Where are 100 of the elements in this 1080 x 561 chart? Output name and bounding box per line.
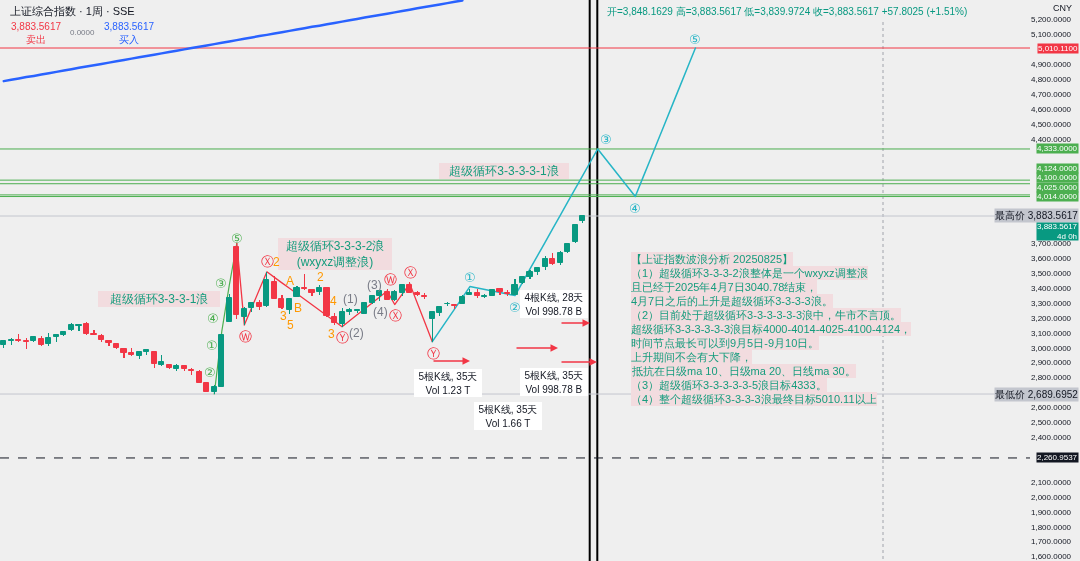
y-tick-label: 4,900.0000 [1031,60,1072,70]
y-tick-label: 5,100.0000 [1031,30,1072,40]
chart-title: 上证综合指数 · 1周 · SSE [10,5,135,17]
y-tick-label: 3,300.0000 [1031,298,1072,308]
annotation: 4根K线, 28天 [524,291,584,303]
annotation: 超级循环3-3-3-3-1浪 [449,164,559,178]
annotation: 超级循环3-3-3-2浪 [285,239,385,253]
ref-line-label: 4,100.0000 [1037,172,1078,182]
annotation: 5根K线, 35天 [478,403,538,415]
y-tick-label: 3,600.0000 [1031,254,1072,264]
annotation: Vol 1.66 T [485,417,531,429]
line-series [2,0,464,83]
annotation: 上升期间不会有大下降， [631,351,752,363]
y-tick-label: 1,800.0000 [1031,522,1072,532]
ref-line-label: 2,260.9537 [1037,452,1078,462]
annotation: （3）超级循环3-3-3-3-3-5浪目标4333。 [631,379,827,391]
annotation: 4 [330,294,337,308]
ref-line-label: 4,124.0000 [1037,163,1078,173]
annotation: （2）目前处于超级循环3-3-3-3-3-3浪中，牛市不言顶。 [631,309,902,321]
candlestick [301,274,307,290]
annotation: ③ [215,276,227,291]
annotation: 5根K线, 35天 [418,370,478,382]
text: 开=3,848.1629 高=3,883.5617 低=3,839.9724 收=3,883.5617 +57.8025 (+1.51%) [607,6,968,17]
ref-line-label: 最高价 3,883.5617 [995,210,1079,221]
annotation: 3,883.5617 [104,21,155,32]
annotation: Ⓧ [404,265,417,280]
y-tick-label: 2,400.0000 [1031,433,1072,443]
annotation: 5 [287,318,294,332]
candlestick [481,294,487,298]
annotation: (3) [367,278,382,292]
text: CNY [1053,3,1073,13]
candlestick [504,290,510,296]
annotation: B [294,301,303,315]
y-tick-label: 4,600.0000 [1031,104,1072,114]
candlestick [421,293,427,299]
candlestick [489,289,495,296]
annotation: (4) [373,305,388,319]
annotation: 买入 [119,34,139,45]
ref-line-label: 4,025.0000 [1037,182,1078,192]
annotation: (wxyxz调整浪) [296,255,374,269]
annotation: ⑤ [231,231,243,246]
annotation: Ⓦ [239,329,252,344]
candlestick [15,334,21,342]
ref-line-label: 4,014.0000 [1037,191,1078,201]
y-tick-label: 3,000.0000 [1031,343,1072,353]
y-tick-label: 2,500.0000 [1031,418,1072,428]
y-tick-label: 4,700.0000 [1031,90,1072,100]
annotation: 卖出 [26,34,46,45]
annotation: （4）整个超级循环3-3-3-3浪最终目标5010.11以上 [631,393,877,405]
candlestick [23,338,29,349]
annotation: Ⓨ [427,346,440,361]
annotation: ① [206,338,218,353]
annotation: ④ [207,311,219,326]
annotation: ① [464,270,476,285]
annotation: Ⓨ [336,330,349,345]
y-tick-label: 1,700.0000 [1031,537,1072,547]
candlestick [188,368,194,375]
annotation: 且已经于2025年4月7日3040.78结束， [631,281,818,293]
annotation: (2) [349,326,364,340]
annotation: A [286,274,295,288]
annotation: Vol 1.23 T [425,384,471,396]
annotation: 2 [317,270,324,284]
y-tick-label: 5,200.0000 [1031,15,1072,25]
y-tick-label: 3,700.0000 [1031,239,1072,249]
y-tick-label: 4,500.0000 [1031,119,1072,129]
annotation: 超级循环3-3-3-3-3-3浪目标4000-4014-4025-4100-4124， [631,323,912,335]
annotation: Vol 998.78 B [525,305,583,317]
annotation: (1) [343,292,358,306]
candlestick [451,304,457,309]
annotation: 时间节点最长可以到9月5日-9月10日。 [631,337,820,349]
annotation: ⑤ [689,32,701,47]
candlestick [30,336,36,342]
annotation: （1）超级循环3-3-3-2浪整体是一个wxyxz调整浪 [631,267,868,279]
annotation: Ⓦ [384,272,397,287]
annotation: 3 [280,309,287,323]
y-tick-label: 2,600.0000 [1031,403,1072,413]
y-tick-label: 4,800.0000 [1031,75,1072,85]
ref-line-label: 最低价 2,689.6952 [995,389,1079,400]
y-tick-label: 2,000.0000 [1031,492,1072,502]
text: 3,883.5617 4d 0h [1037,221,1078,242]
annotation: 3 [328,327,335,341]
annotation: 0.0000 [70,28,96,37]
annotation: 超级循环3-3-3-1浪 [109,292,209,306]
annotation: ③ [600,132,612,147]
annotation: 3,883.5617 [11,21,62,32]
ref-line-label: 4,333.0000 [1037,143,1078,153]
ref-line-label: 5,010.1100 [1038,43,1078,53]
y-tick-label: 1,600.0000 [1031,552,1072,561]
annotation: 5根K线, 35天 [524,369,584,381]
annotation: Ⓧ [261,254,274,269]
y-tick-label: 2,800.0000 [1031,373,1072,383]
annotation: 4月7日之后的上升是超级循环3-3-3-3浪。 [631,295,833,307]
y-tick-label: 1,900.0000 [1031,507,1072,517]
annotation: ② [509,300,521,315]
annotation: Ⓧ [389,308,402,323]
annotation: 2 [273,255,280,269]
y-tick-label: 3,100.0000 [1031,328,1072,338]
annotation: 【上证指数波浪分析 20250825】 [631,253,793,265]
annotation: ④ [629,201,641,216]
y-tick-label: 4,400.0000 [1031,134,1072,144]
